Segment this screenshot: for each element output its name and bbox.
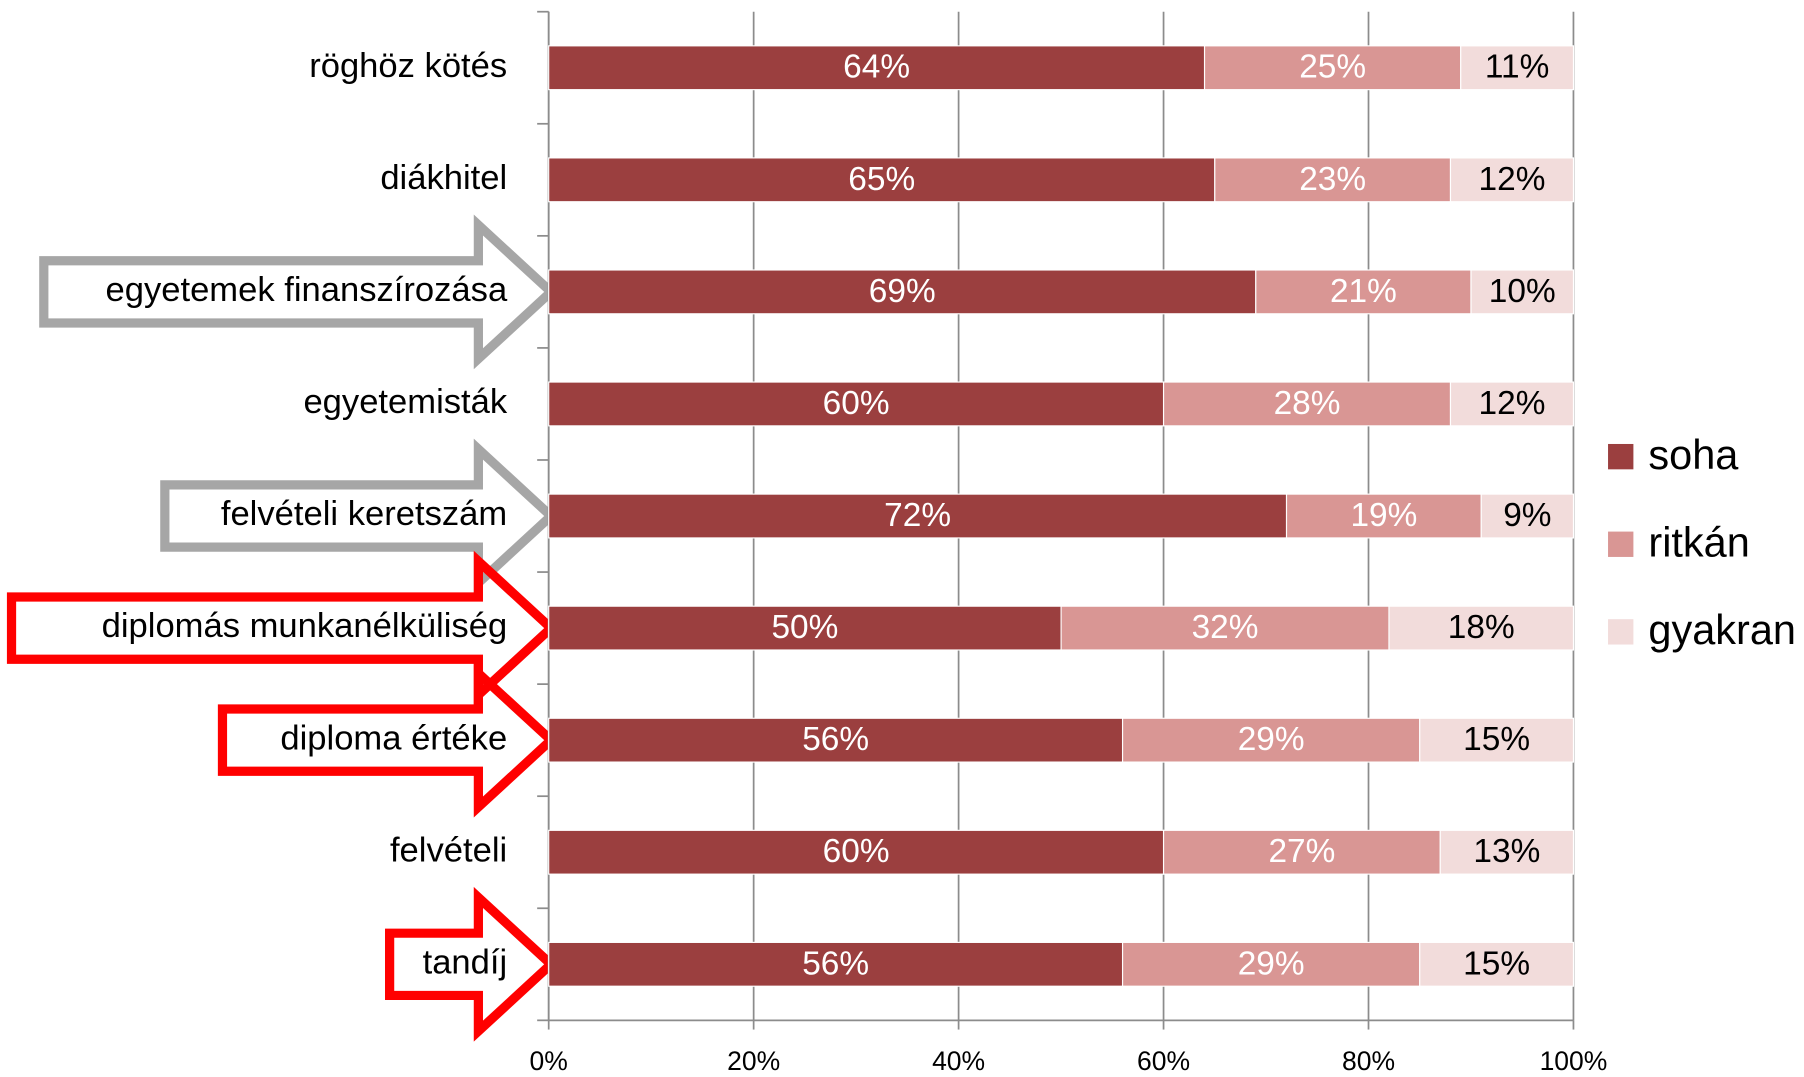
bar-segment — [1470, 269, 1575, 315]
bar-segment — [548, 157, 1216, 203]
x-tick-label: 60% — [1137, 1046, 1190, 1076]
bar-segment — [548, 45, 1206, 91]
category-label: diplomás munkanélküliség — [102, 607, 508, 645]
bar-segment — [548, 941, 1124, 987]
legend-swatch — [1608, 619, 1634, 645]
legend-label: ritkán — [1648, 518, 1749, 565]
x-tick-label: 0% — [530, 1046, 568, 1076]
value-label: 15% — [1463, 945, 1530, 982]
bar-segment — [548, 605, 1062, 651]
value-label: 19% — [1350, 497, 1417, 534]
bar-segment — [1162, 829, 1441, 875]
annotation-arrow — [160, 438, 558, 594]
bar-segment — [1060, 605, 1390, 651]
category-label: diploma értéke — [280, 719, 507, 757]
bar-segment — [1419, 717, 1575, 763]
value-label: 10% — [1489, 273, 1556, 310]
category-label: felvételi keretszám — [221, 495, 507, 533]
value-label: 72% — [884, 497, 951, 534]
value-label: 60% — [823, 833, 890, 870]
value-label: 60% — [823, 385, 890, 422]
value-label: 11% — [1485, 49, 1549, 86]
legend-label: soha — [1648, 431, 1739, 478]
value-label: 12% — [1479, 161, 1546, 198]
bar-segment — [1449, 381, 1575, 427]
value-label: 23% — [1299, 161, 1366, 198]
legend-swatch — [1608, 531, 1634, 557]
bar-segment — [1388, 605, 1575, 651]
value-label: 9% — [1503, 497, 1551, 534]
bar-segment — [1449, 157, 1575, 203]
bar-segment — [1255, 269, 1472, 315]
value-label: 56% — [802, 945, 869, 982]
annotation-arrow — [385, 886, 558, 1042]
value-label: 12% — [1479, 385, 1546, 422]
annotation-arrow — [39, 214, 558, 370]
value-label: 18% — [1448, 609, 1515, 646]
value-label: 69% — [869, 273, 936, 310]
annotation-arrow — [6, 550, 558, 706]
legend-swatch — [1608, 443, 1634, 470]
annotation-arrow — [217, 662, 558, 818]
category-label: diákhitel — [380, 159, 507, 197]
value-label: 29% — [1238, 721, 1305, 758]
bar-segment — [1203, 45, 1462, 91]
value-label: 32% — [1192, 609, 1259, 646]
value-label: 15% — [1463, 721, 1530, 758]
value-label: 27% — [1268, 833, 1335, 870]
bar-segment — [1439, 829, 1575, 875]
value-label: 50% — [771, 609, 838, 646]
bar-segment — [1121, 717, 1421, 763]
bar-segment — [548, 493, 1288, 539]
x-tick-label: 40% — [932, 1046, 985, 1076]
category-label: tandíj — [423, 943, 508, 981]
x-tick-label: 80% — [1342, 1046, 1395, 1076]
value-label: 64% — [843, 49, 910, 86]
bar-segment — [1162, 381, 1452, 427]
value-label: 29% — [1238, 945, 1305, 982]
category-label: egyetemisták — [303, 383, 507, 421]
bar-segment — [548, 381, 1165, 427]
x-tick-label: 100% — [1540, 1046, 1608, 1076]
bar-segment — [1285, 493, 1482, 539]
category-label: röghöz kötés — [309, 47, 507, 85]
category-label: felvételi — [390, 831, 507, 869]
value-label: 21% — [1330, 273, 1397, 310]
value-label: 25% — [1299, 49, 1366, 86]
bar-segment — [1460, 45, 1575, 91]
category-label: egyetemek finanszírozása — [105, 271, 507, 309]
legend-label: gyakran — [1648, 606, 1796, 653]
x-tick-label: 20% — [727, 1046, 780, 1076]
value-label: 65% — [848, 161, 915, 198]
value-label: 28% — [1274, 385, 1341, 422]
bar-segment — [1214, 157, 1452, 203]
value-label: 56% — [802, 721, 869, 758]
bar-segment — [548, 269, 1257, 315]
value-label: 13% — [1473, 833, 1540, 870]
bar-segment — [1419, 941, 1575, 987]
bar-segment — [1480, 493, 1575, 539]
bar-segment — [548, 717, 1124, 763]
